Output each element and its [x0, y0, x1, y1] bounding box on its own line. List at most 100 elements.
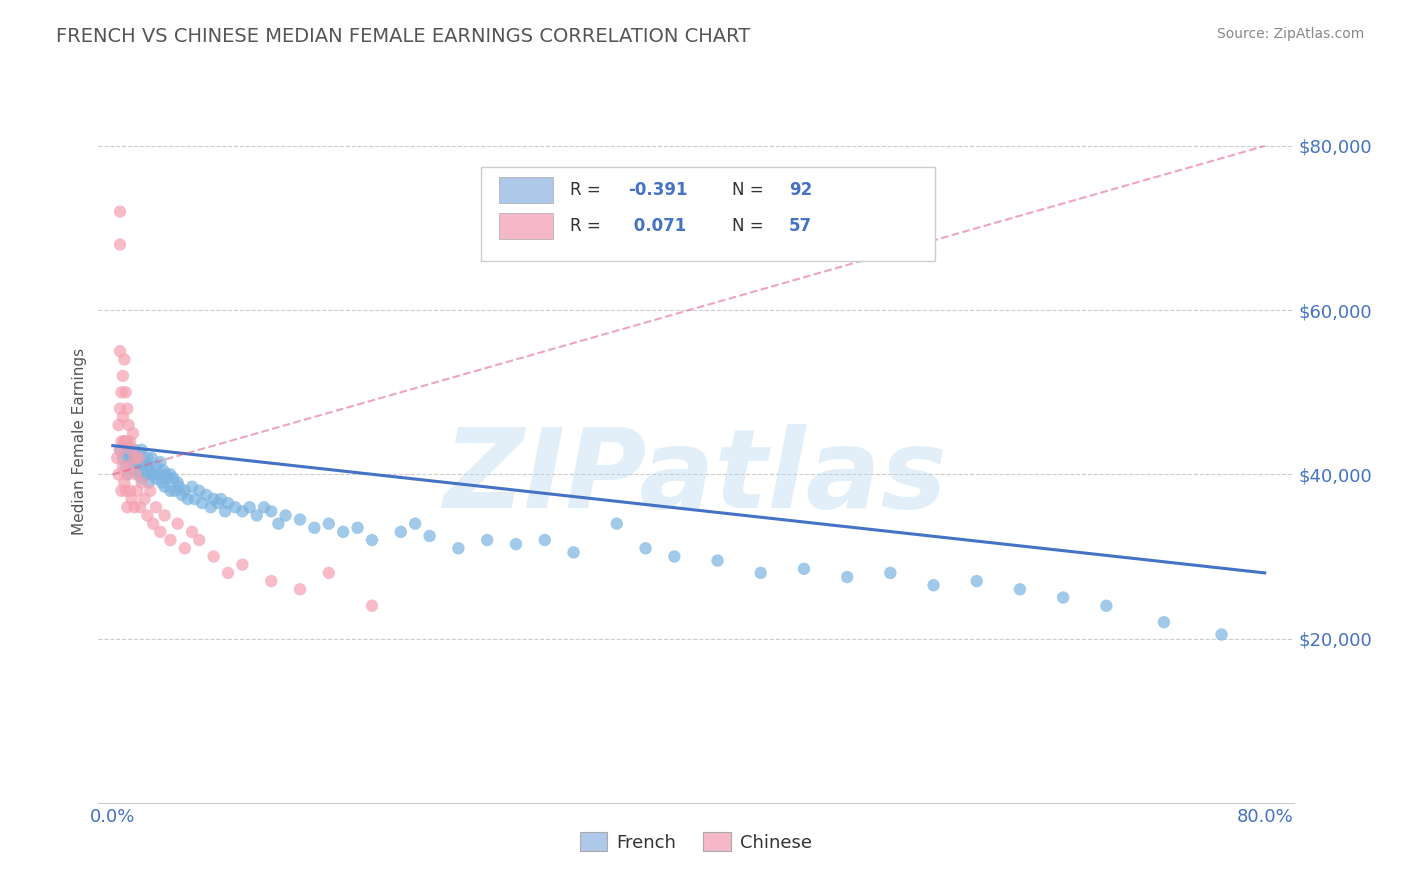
Point — [195, 488, 218, 502]
Point — [224, 500, 246, 515]
Point — [112, 434, 135, 449]
Point — [173, 483, 195, 498]
Point — [389, 524, 412, 539]
Point — [115, 467, 138, 482]
Point — [121, 455, 143, 469]
Point — [139, 483, 162, 498]
Point — [150, 475, 173, 490]
Point — [202, 549, 225, 564]
Point — [318, 566, 340, 580]
Point — [107, 467, 129, 482]
Point — [1095, 599, 1118, 613]
Point — [170, 488, 193, 502]
Text: FRENCH VS CHINESE MEDIAN FEMALE EARNINGS CORRELATION CHART: FRENCH VS CHINESE MEDIAN FEMALE EARNINGS… — [56, 27, 751, 45]
Point — [260, 504, 283, 518]
Point — [304, 521, 326, 535]
Point — [922, 578, 945, 592]
Point — [447, 541, 470, 556]
Point — [562, 545, 585, 559]
Point — [112, 434, 135, 449]
Text: 92: 92 — [789, 181, 813, 199]
Point — [664, 549, 686, 564]
Point — [122, 426, 145, 441]
Point — [318, 516, 340, 531]
Point — [346, 521, 368, 535]
Point — [111, 368, 134, 383]
Point — [879, 566, 901, 580]
Point — [129, 447, 152, 461]
Point — [634, 541, 657, 556]
Point — [114, 459, 136, 474]
Point — [332, 524, 354, 539]
Point — [127, 483, 149, 498]
Point — [191, 496, 214, 510]
Point — [1052, 591, 1074, 605]
Point — [128, 450, 150, 465]
Point — [166, 516, 188, 531]
Point — [176, 491, 198, 506]
Point — [124, 442, 146, 457]
Point — [167, 480, 190, 494]
Point — [120, 447, 142, 461]
Point — [155, 467, 177, 482]
Point — [207, 496, 229, 510]
Point — [148, 467, 170, 482]
Point — [217, 496, 239, 510]
Point — [163, 483, 186, 498]
Text: Source: ZipAtlas.com: Source: ZipAtlas.com — [1216, 27, 1364, 41]
Point — [142, 467, 165, 482]
Point — [124, 500, 146, 515]
Point — [162, 471, 184, 485]
Point — [110, 385, 132, 400]
Point — [108, 237, 131, 252]
Point — [188, 483, 211, 498]
Point — [125, 467, 148, 482]
Point — [112, 352, 135, 367]
Point — [181, 480, 204, 494]
Point — [141, 450, 163, 465]
Point — [111, 409, 134, 424]
Legend: French, Chinese: French, Chinese — [574, 825, 818, 859]
Point — [110, 434, 132, 449]
Text: R =: R = — [571, 218, 606, 235]
Point — [134, 455, 156, 469]
Point — [134, 491, 156, 506]
Point — [131, 475, 153, 490]
Text: -0.391: -0.391 — [628, 181, 688, 199]
Point — [153, 480, 176, 494]
FancyBboxPatch shape — [499, 178, 553, 203]
Point — [214, 504, 236, 518]
Point — [749, 566, 772, 580]
FancyBboxPatch shape — [499, 213, 553, 239]
Point — [166, 475, 188, 490]
Point — [131, 442, 153, 457]
Text: N =: N = — [733, 218, 769, 235]
Point — [108, 442, 131, 457]
Point — [115, 401, 138, 416]
Text: R =: R = — [571, 181, 606, 199]
Point — [361, 599, 384, 613]
Point — [253, 500, 276, 515]
Text: N =: N = — [733, 181, 769, 199]
Point — [837, 570, 859, 584]
Point — [200, 500, 222, 515]
Point — [121, 442, 143, 457]
Point — [120, 483, 142, 498]
Point — [118, 459, 141, 474]
Point — [129, 500, 152, 515]
Point — [533, 533, 555, 547]
Point — [209, 491, 232, 506]
Point — [288, 512, 311, 526]
Point — [115, 434, 138, 449]
Point — [149, 455, 172, 469]
Point — [1211, 627, 1233, 641]
Point — [135, 467, 157, 482]
Point — [274, 508, 297, 523]
Point — [173, 541, 195, 556]
Point — [114, 385, 136, 400]
Point — [966, 574, 988, 588]
Point — [361, 533, 384, 547]
Point — [149, 524, 172, 539]
Point — [184, 491, 207, 506]
Point — [145, 500, 167, 515]
